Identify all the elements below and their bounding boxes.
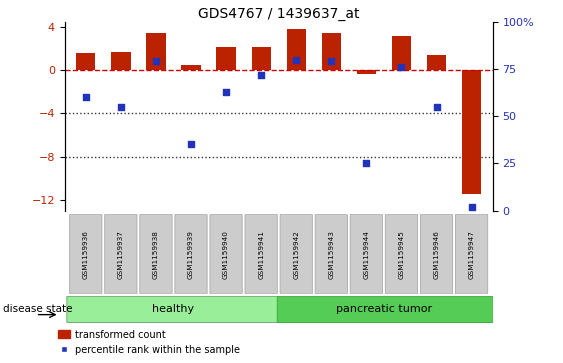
FancyBboxPatch shape bbox=[70, 214, 102, 294]
Point bbox=[117, 104, 126, 110]
FancyBboxPatch shape bbox=[315, 214, 347, 294]
FancyBboxPatch shape bbox=[210, 214, 242, 294]
FancyBboxPatch shape bbox=[350, 214, 382, 294]
Point bbox=[186, 142, 195, 147]
Text: GSM1159940: GSM1159940 bbox=[223, 230, 229, 278]
Bar bbox=[181, 65, 200, 70]
FancyBboxPatch shape bbox=[175, 214, 207, 294]
Point bbox=[257, 72, 266, 78]
Text: GSM1159937: GSM1159937 bbox=[118, 230, 124, 278]
Point bbox=[432, 104, 441, 110]
Bar bbox=[392, 36, 411, 70]
FancyBboxPatch shape bbox=[421, 214, 453, 294]
Bar bbox=[321, 33, 341, 70]
Bar bbox=[287, 29, 306, 70]
Title: GDS4767 / 1439637_at: GDS4767 / 1439637_at bbox=[198, 7, 359, 21]
Point bbox=[151, 58, 160, 64]
Bar bbox=[427, 55, 446, 70]
Text: pancreatic tumor: pancreatic tumor bbox=[336, 305, 432, 314]
Point bbox=[292, 57, 301, 62]
Text: GSM1159945: GSM1159945 bbox=[399, 230, 404, 278]
FancyBboxPatch shape bbox=[385, 214, 418, 294]
Text: GSM1159947: GSM1159947 bbox=[468, 230, 475, 278]
Text: GSM1159946: GSM1159946 bbox=[434, 230, 440, 278]
FancyBboxPatch shape bbox=[278, 296, 493, 323]
Bar bbox=[462, 70, 481, 194]
Point bbox=[467, 204, 476, 210]
FancyBboxPatch shape bbox=[67, 296, 279, 323]
FancyBboxPatch shape bbox=[140, 214, 172, 294]
Text: GSM1159936: GSM1159936 bbox=[83, 230, 89, 278]
Bar bbox=[216, 46, 236, 70]
Text: GSM1159942: GSM1159942 bbox=[293, 230, 299, 278]
Text: GSM1159941: GSM1159941 bbox=[258, 230, 264, 278]
Text: GSM1159939: GSM1159939 bbox=[188, 230, 194, 278]
Bar bbox=[252, 46, 271, 70]
Bar bbox=[146, 33, 166, 70]
FancyBboxPatch shape bbox=[245, 214, 278, 294]
Text: GSM1159943: GSM1159943 bbox=[328, 230, 334, 278]
Bar bbox=[76, 53, 96, 70]
Point bbox=[397, 64, 406, 70]
Text: healthy: healthy bbox=[153, 305, 195, 314]
Point bbox=[327, 58, 336, 64]
Text: disease state: disease state bbox=[3, 305, 72, 314]
Point bbox=[81, 94, 90, 100]
Point bbox=[222, 89, 231, 94]
FancyBboxPatch shape bbox=[105, 214, 137, 294]
Text: GSM1159938: GSM1159938 bbox=[153, 230, 159, 278]
Bar bbox=[357, 70, 376, 74]
FancyBboxPatch shape bbox=[455, 214, 488, 294]
FancyBboxPatch shape bbox=[280, 214, 312, 294]
Point bbox=[362, 160, 371, 166]
Text: GSM1159944: GSM1159944 bbox=[363, 230, 369, 278]
Bar bbox=[111, 52, 131, 70]
Legend: transformed count, percentile rank within the sample: transformed count, percentile rank withi… bbox=[59, 330, 240, 355]
